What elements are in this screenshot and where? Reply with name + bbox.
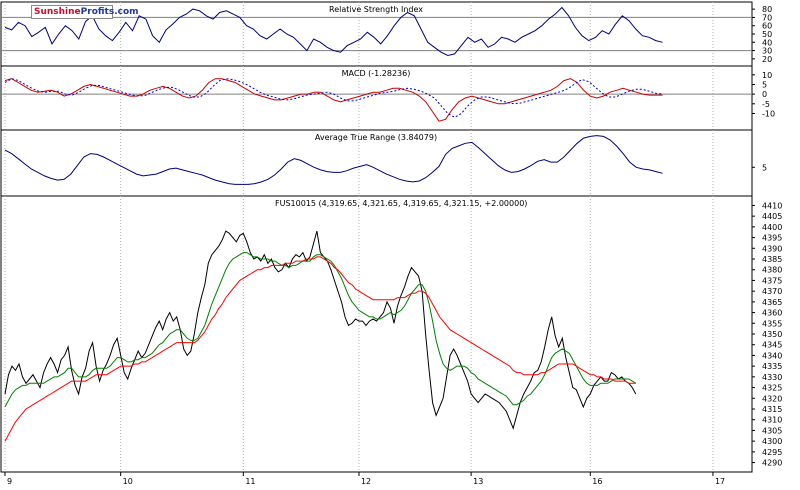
panel-title: Average True Range (3.84079) (315, 133, 437, 142)
x-tick-label: 11 (245, 477, 255, 486)
y-tick-label: 20 (762, 55, 772, 64)
y-tick-label: 70 (762, 13, 772, 22)
y-tick-label: 4375 (762, 276, 782, 285)
y-tick-label: 4360 (762, 309, 782, 318)
series-line (4, 135, 663, 185)
y-tick-label: 4400 (762, 223, 782, 232)
y-tick-label: 4315 (762, 405, 782, 414)
y-tick-label: 0 (762, 90, 767, 99)
y-tick-label: 4350 (762, 330, 782, 339)
y-tick-label: 80 (762, 5, 772, 14)
y-tick-label: 4365 (762, 298, 782, 307)
y-tick-label: 4355 (762, 319, 782, 328)
y-tick-label: 60 (762, 22, 772, 31)
y-tick-label: 4395 (762, 234, 782, 243)
y-tick-label: 30 (762, 47, 772, 56)
y-tick-label: 4330 (762, 373, 782, 382)
x-tick-label: 17 (715, 477, 725, 486)
y-tick-label: 4410 (762, 201, 782, 210)
y-tick-label: 10 (762, 71, 772, 80)
y-tick-label: 4385 (762, 255, 782, 264)
y-tick-label: 40 (762, 38, 772, 47)
series-line (4, 6, 663, 57)
y-tick-label: 4380 (762, 266, 782, 275)
panel-title: MACD (-1.28236) (342, 69, 411, 78)
y-tick-label: 5 (762, 163, 767, 172)
y-tick-label: 4320 (762, 394, 782, 403)
x-tick-label: 9 (7, 477, 12, 486)
panel-4: FUS10015 (4,319.65, 4,321.65, 4,319.65, … (0, 195, 782, 473)
y-tick-label: 4345 (762, 341, 782, 350)
y-tick-label: 4325 (762, 384, 782, 393)
y-tick-label: 4300 (762, 437, 782, 446)
y-tick-label: -5 (762, 100, 770, 109)
y-tick-label: 4310 (762, 416, 782, 425)
y-tick-label: 5 (762, 80, 767, 89)
y-tick-label: 4335 (762, 362, 782, 371)
brand-logo: SunshineProfits.com (31, 5, 139, 19)
panel-title: Relative Strength Index (329, 5, 423, 14)
series-line (4, 256, 636, 442)
x-tick-label: 12 (361, 477, 371, 486)
y-tick-label: -10 (762, 109, 775, 118)
y-tick-label: 4305 (762, 426, 782, 435)
series-line (4, 78, 663, 122)
y-tick-label: 4405 (762, 212, 782, 221)
x-tick-label: 16 (592, 477, 602, 486)
brand-part2: Profits.com (80, 7, 139, 17)
series-line (4, 230, 637, 430)
y-tick-label: 4370 (762, 287, 782, 296)
series-line (4, 252, 637, 408)
panel-title: FUS10015 (4,319.65, 4,321.65, 4,319.65, … (275, 199, 527, 208)
y-tick-label: 50 (762, 30, 772, 39)
series-line (4, 78, 663, 118)
x-tick-label: 13 (473, 477, 483, 486)
y-tick-label: 4290 (762, 459, 782, 468)
y-tick-label: 4340 (762, 351, 782, 360)
y-tick-label: 4295 (762, 448, 782, 457)
x-tick-label: 10 (123, 477, 133, 486)
y-tick-label: 4390 (762, 244, 782, 253)
brand-part1: Sunshine (34, 7, 81, 17)
